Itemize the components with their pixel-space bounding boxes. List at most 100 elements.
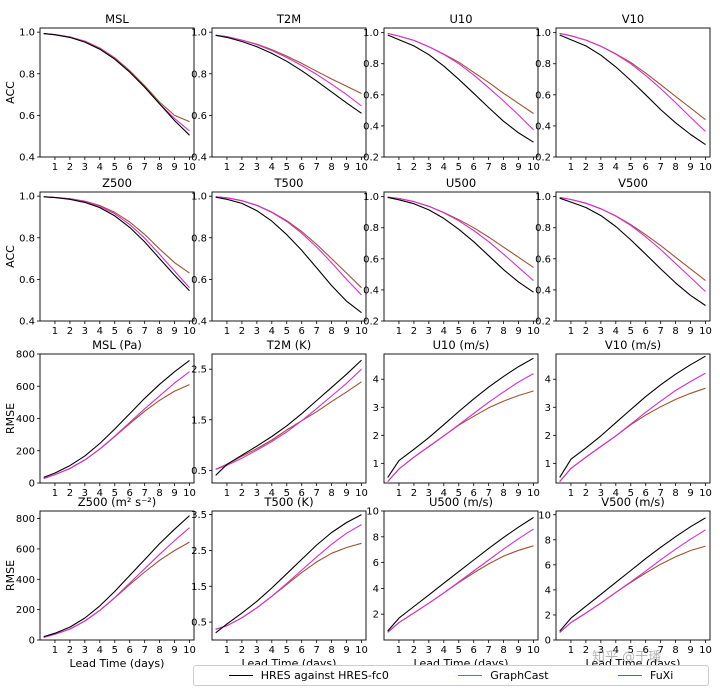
panel-2-series-fuxi	[387, 32, 534, 114]
panel-13-xtick-label-5: 5	[284, 645, 290, 656]
panel-10-xtick-label-1: 1	[396, 488, 402, 499]
panel-0-ylabel: ACC	[4, 81, 17, 104]
panel-5-xtick-label-6: 6	[299, 326, 305, 337]
panel-5-xtick-label-3: 3	[254, 326, 260, 337]
panel-15-xtick-label-9: 9	[687, 645, 693, 656]
panel-8-series-graphcast	[43, 371, 190, 480]
panel-9-xtick-label-6: 6	[299, 488, 305, 499]
panel-0-title: MSL	[105, 12, 129, 26]
panel-5-ytick-label-1-0: 1.0	[191, 192, 207, 203]
panel-0-series-hres-against-hres-fc0	[43, 33, 190, 136]
panel-0-series-fuxi	[43, 33, 190, 123]
panel-4-series-fuxi	[43, 196, 190, 274]
panel-6-ytick-label-0-8: 0.8	[363, 223, 379, 234]
panel-15-title: V500 (m/s)	[601, 495, 665, 509]
panel-14-series-hres-against-hres-fc0	[387, 517, 534, 632]
panel-11-title: V10 (m/s)	[605, 338, 661, 352]
panel-12-ylabel: RMSE	[4, 560, 17, 591]
panel-7: 1 2 3 4 5 6 7 8 9 10 0.2 0.4 0.6 0.8 1.0 V500	[535, 176, 712, 337]
panel-8-xtick-label-3: 3	[82, 488, 88, 499]
panel-6-title: U500	[446, 176, 476, 190]
panel-9-xtick-label-2: 2	[239, 488, 245, 499]
panel-5-xtick-label-5: 5	[284, 326, 290, 337]
panel-0-xtick-label-4: 4	[97, 162, 103, 173]
panel-4-ytick-label-0-6: 0.6	[19, 275, 35, 286]
panel-2-xtick-label-1: 1	[396, 162, 402, 173]
panel-4-xtick-label-4: 4	[97, 326, 103, 337]
panel-8-ytick-label-0: 0	[29, 479, 35, 490]
panel-12-xtick-label-1: 1	[52, 645, 58, 656]
panel-7-ytick-label-0-6: 0.6	[535, 254, 551, 265]
panel-9-ytick-label-1-5: 1.5	[191, 415, 207, 426]
panel-8-ytick-label-800: 800	[16, 350, 35, 361]
panel-5-xtick-label-10: 10	[355, 326, 368, 337]
panel-7-xtick-label-6: 6	[643, 326, 649, 337]
panel-15-xtick-label-2: 2	[583, 645, 589, 656]
panel-9-series-hres-against-hres-fc0	[215, 359, 362, 476]
panel-8-ytick-label-400: 400	[16, 414, 35, 425]
legend-item-fuxi: FuXi	[617, 669, 674, 682]
panel-7-ytick-label-0-4: 0.4	[535, 285, 551, 296]
panel-11-ytick-label-4: 4	[545, 375, 551, 386]
panel-6: 1 2 3 4 5 6 7 8 9 10 0.2 0.4 0.6 0.8 1.0 U500	[363, 176, 540, 337]
legend-label-fuxi: FuXi	[649, 669, 674, 682]
panel-10-frame	[383, 353, 539, 484]
panel-4-ylabel: ACC	[4, 245, 17, 268]
panel-4-xtick-label-8: 8	[156, 326, 162, 337]
panel-5-xtick-label-4: 4	[269, 326, 275, 337]
panel-15-xtick-label-1: 1	[568, 645, 574, 656]
panel-0-xtick-label-7: 7	[141, 162, 147, 173]
panel-14-xtick-label-6: 6	[471, 645, 477, 656]
panel-14-xtick-label-5: 5	[456, 645, 462, 656]
panel-9-ytick-label-0-5: 0.5	[191, 466, 207, 477]
panel-14-series-fuxi	[387, 545, 534, 633]
panel-8-series-fuxi	[43, 384, 190, 480]
panel-3-frame	[555, 27, 711, 158]
panel-8-xtick-label-9: 9	[171, 488, 177, 499]
panel-11-xtick-label-3: 3	[598, 488, 604, 499]
panel-5-ytick-label-0-4: 0.4	[191, 317, 207, 328]
panel-6-ytick-label-0-6: 0.6	[363, 254, 379, 265]
panel-0-xtick-label-1: 1	[52, 162, 58, 173]
panel-8-xtick-label-1: 1	[52, 488, 58, 499]
panel-7-xtick-label-2: 2	[583, 326, 589, 337]
panel-9-xtick-label-7: 7	[313, 488, 319, 499]
panel-12-xtick-label-7: 7	[141, 645, 147, 656]
panel-6-frame	[383, 191, 539, 322]
panel-3-xtick-label-6: 6	[643, 162, 649, 173]
panel-13-xtick-label-3: 3	[254, 645, 260, 656]
panel-14-xtick-label-3: 3	[426, 645, 432, 656]
panel-1-series-fuxi	[215, 34, 362, 94]
panel-11-xtick-label-7: 7	[657, 488, 663, 499]
panel-15-xtick-label-4: 4	[613, 645, 619, 656]
panel-11-series-fuxi	[559, 387, 706, 482]
panel-7-ytick-label-0-8: 0.8	[535, 223, 551, 234]
panel-6-series-hres-against-hres-fc0	[387, 196, 534, 293]
panel-6-xtick-label-4: 4	[441, 326, 447, 337]
panel-2-series-hres-against-hres-fc0	[387, 34, 534, 143]
panel-0-xtick-label-6: 6	[127, 162, 133, 173]
watermark: 知乎 @于璠	[592, 650, 662, 665]
panel-1-xtick-label-5: 5	[284, 162, 290, 173]
panel-9-xtick-label-3: 3	[254, 488, 260, 499]
panel-11-series-graphcast	[559, 372, 706, 482]
panel-5-ytick-label-0-6: 0.6	[191, 275, 207, 286]
panel-1-ytick-label-1-0: 1.0	[191, 28, 207, 39]
panel-2-xtick-label-3: 3	[426, 162, 432, 173]
panel-13-xtick-label-8: 8	[328, 645, 334, 656]
panel-4-xtick-label-7: 7	[141, 326, 147, 337]
panel-11-xtick-label-9: 9	[687, 488, 693, 499]
panel-12-series-hres-against-hres-fc0	[43, 515, 190, 638]
panel-11-xtick-label-2: 2	[583, 488, 589, 499]
panel-9-series-fuxi	[215, 381, 362, 470]
panel-2-xtick-label-8: 8	[500, 162, 506, 173]
panel-6-xtick-label-2: 2	[411, 326, 417, 337]
panel-10-xtick-label-7: 7	[485, 488, 491, 499]
panel-2-xtick-label-4: 4	[441, 162, 447, 173]
panel-7-xtick-label-4: 4	[613, 326, 619, 337]
panel-14-xtick-label-10: 10	[527, 645, 540, 656]
panel-0-xtick-label-3: 3	[82, 162, 88, 173]
panel-1-xtick-label-9: 9	[343, 162, 349, 173]
